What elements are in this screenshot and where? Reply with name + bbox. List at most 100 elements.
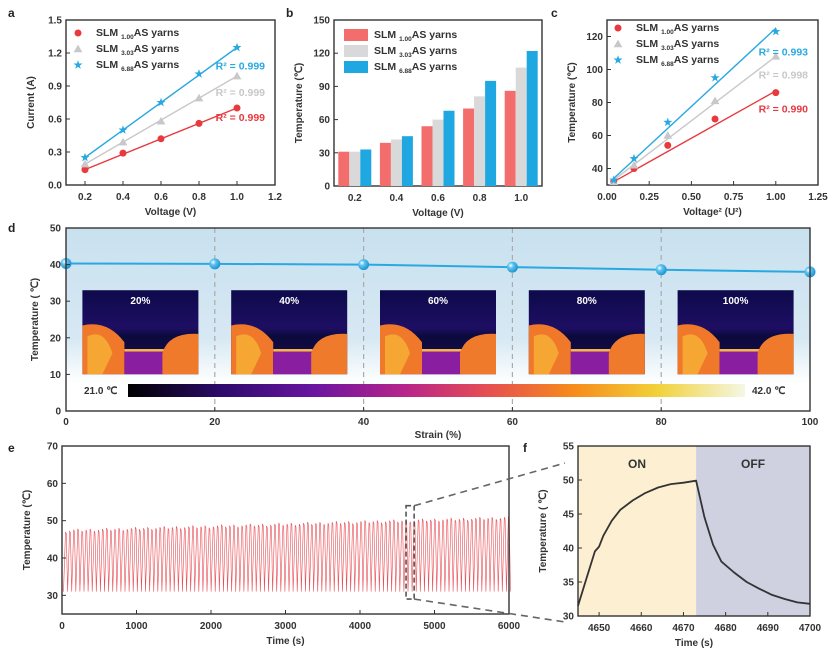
data-point [710, 96, 720, 105]
x-tick-label: 5000 [423, 621, 446, 632]
x-tick-label: 0.6 [154, 192, 168, 203]
legend-item-2: SLM 3.03AS yarns [613, 38, 719, 52]
thermal-highlight [533, 334, 559, 375]
x-tick-label: 4680 [715, 623, 738, 634]
legend-marker [613, 55, 623, 64]
legend-item-1: SLM 1.00AS yarns [74, 27, 179, 41]
bar [463, 108, 475, 186]
x-tick-label: 4700 [799, 623, 822, 634]
series-line [63, 516, 511, 592]
panel-label-d: d [8, 221, 15, 235]
bar [349, 151, 361, 186]
y-tick-label: 90 [319, 82, 331, 93]
thermal-yarn-area [124, 350, 164, 375]
r-squared-annotation: R² = 0.998 [759, 69, 808, 81]
x-tick-label: 0.4 [389, 193, 403, 204]
y-tick-label: 35 [563, 578, 575, 589]
thermal-yarn [570, 349, 611, 352]
y-tick-label: 0 [55, 407, 61, 418]
x-tick-label: 0.4 [116, 192, 130, 203]
panel-e-cyclic-heating: e 30 40 50 60 70 0 1000 2000 3000 4000 5000 6000 Tim… [8, 441, 566, 647]
series-line [577, 479, 811, 607]
x-tick-label: 4690 [757, 623, 780, 634]
y-tick-label: 70 [47, 442, 59, 453]
x-tick-label: 20 [209, 417, 221, 428]
r-squared-annotation: R² = 0.999 [216, 61, 265, 73]
thermal-hand-right [608, 333, 645, 375]
series-1 [338, 90, 516, 186]
series-1: R² = 0.990 [610, 89, 808, 186]
thermal-yarn [124, 349, 164, 352]
data-point [629, 160, 639, 169]
colorbar [128, 384, 745, 397]
legend-item-2: SLM 3.03AS yarns [73, 43, 179, 57]
y-tick-label: 0.0 [48, 181, 62, 192]
r-squared-annotation: R² = 0.999 [216, 112, 265, 124]
data-point [80, 152, 90, 162]
y-tick-label: 0.9 [48, 82, 62, 93]
legend-swatch [344, 61, 368, 73]
data-point [119, 149, 127, 157]
x-axis-label: Strain (%) [415, 430, 462, 441]
x-tick-label: 2000 [200, 621, 223, 632]
plot-area-e: 30 40 50 60 70 0 1000 2000 3000 4000 5000 6000 Time … [22, 442, 566, 647]
thermal-highlight [87, 334, 113, 375]
legend-item-3: SLM 6.88AS yarns [73, 59, 179, 73]
thermal-image-label: 80% [577, 296, 597, 307]
legend-marker [73, 60, 83, 69]
region-label: OFF [741, 457, 765, 471]
legend-label: SLM 3.03AS yarns [374, 45, 457, 59]
data-point [771, 26, 781, 36]
bar [432, 119, 444, 186]
x-tick-label: 3000 [274, 621, 297, 632]
panel-f-single-cycle: f ON OFF 30 35 40 45 50 55 4650 4660 4670 4680 4690 4… [523, 441, 822, 649]
x-tick-label: 0.50 [682, 192, 702, 203]
x-tick-label: 0.75 [724, 192, 744, 203]
series-2: R² = 0.999 [80, 71, 265, 168]
y-tick-label: 60 [47, 479, 59, 490]
y-tick-label: 60 [592, 131, 604, 142]
y-tick-label: 40 [563, 544, 575, 555]
data-point [711, 115, 719, 123]
y-tick-label: 120 [586, 32, 603, 43]
y-tick-label: 55 [563, 442, 575, 453]
data-point [771, 51, 781, 60]
data-point [663, 131, 673, 139]
y-axis-label: Current (A) [26, 76, 37, 129]
x-tick-label: 80 [656, 417, 668, 428]
data-point [118, 125, 128, 134]
bar [526, 50, 538, 187]
y-tick-label: 120 [313, 49, 330, 60]
data-point [194, 69, 204, 78]
x-tick-label: 0 [59, 621, 65, 632]
x-axis-label: Time (s) [675, 638, 713, 649]
thermal-highlight [682, 334, 708, 375]
x-tick-label: 4660 [630, 623, 653, 634]
y-tick-label: 0 [324, 182, 330, 193]
colorbar-min-label: 21.0 ℃ [84, 386, 117, 397]
y-axis-label: Temperature (℃) [294, 63, 305, 144]
thermal-image-2: 40% [231, 290, 348, 375]
legend-item-2: SLM 3.03AS yarns [344, 45, 457, 59]
bar [390, 139, 402, 186]
plot-area-a: 0.0 0.3 0.6 0.9 1.2 1.5 0.2 0.4 0.6 0.8 1.0 1.2 Volt… [26, 16, 282, 219]
x-tick-label: 1.25 [808, 192, 828, 203]
x-tick-label: 1.0 [514, 193, 528, 204]
y-tick-label: 30 [319, 148, 331, 159]
y-tick-label: 50 [50, 224, 62, 235]
region-label: ON [628, 457, 646, 471]
x-tick-label: 0.6 [431, 193, 445, 204]
bar [360, 149, 372, 186]
legend-label: SLM 6.88AS yarns [374, 61, 457, 75]
data-point [629, 153, 639, 163]
region-on [578, 446, 697, 616]
zoom-box [405, 504, 415, 600]
x-tick-label: 1.00 [766, 192, 786, 203]
thermal-yarn [422, 349, 462, 352]
legend-label: SLM 6.88AS yarns [636, 54, 719, 68]
bar [474, 96, 486, 186]
y-tick-label: 0.3 [48, 148, 62, 159]
zoom-connector-bottom [414, 598, 566, 623]
y-tick-label: 30 [563, 612, 575, 623]
